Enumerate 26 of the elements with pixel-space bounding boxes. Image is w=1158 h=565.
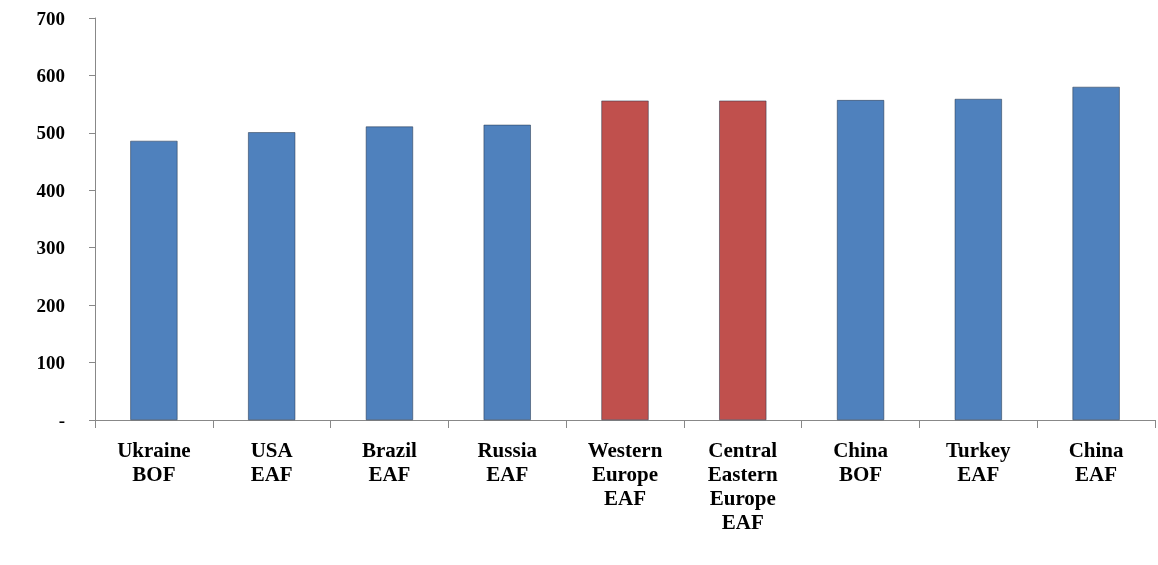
y-tick-label: 400 [36, 179, 65, 201]
x-tick-label: USA EAF [250, 438, 294, 486]
bar [130, 140, 178, 420]
x-tick-label: Brazil EAF [362, 438, 418, 486]
bar [954, 98, 1002, 420]
y-tick-label: 500 [36, 122, 65, 144]
y-tick-label: 100 [36, 352, 65, 374]
x-tick-label: Western Europe EAF [587, 438, 663, 510]
bar [601, 100, 649, 420]
bar [248, 132, 296, 420]
y-tick-label: 700 [36, 7, 65, 29]
x-tick-label: China EAF [1068, 438, 1125, 486]
bar [365, 126, 413, 420]
x-tick-label: China BOF [833, 438, 889, 486]
bar [483, 124, 531, 420]
x-tick-label: Russia EAF [477, 438, 538, 486]
bar [1072, 86, 1120, 420]
bar [719, 100, 767, 420]
y-tick-label: 300 [36, 237, 65, 259]
x-tick-label: Central Eastern Europe EAF [707, 438, 779, 534]
y-tick-label: 600 [36, 64, 65, 86]
y-tick-label: 200 [36, 294, 65, 316]
y-tick-label: - [58, 409, 65, 431]
x-tick-label: Ukraine BOF [117, 438, 191, 486]
x-tick-label: Turkey EAF [946, 438, 1012, 486]
bar [837, 100, 885, 420]
